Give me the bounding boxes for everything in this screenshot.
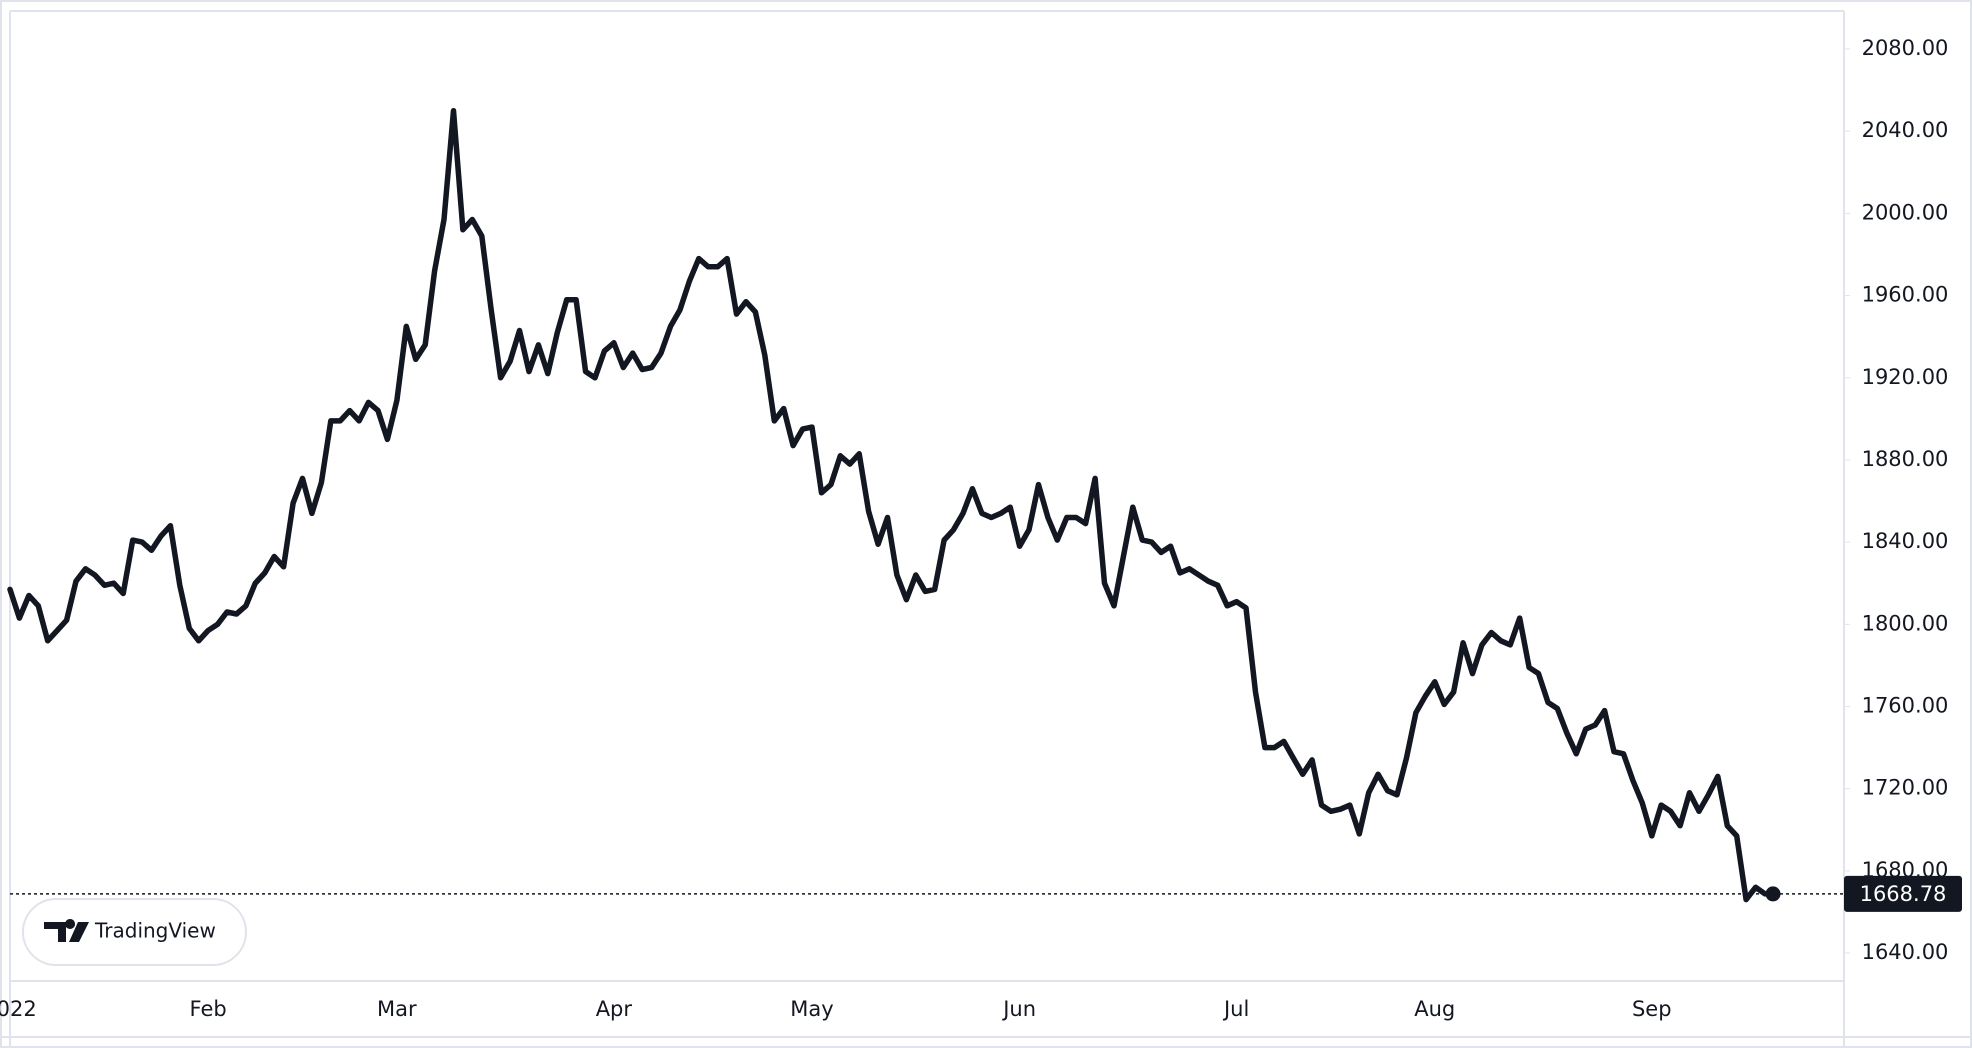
x-tick-label: Apr bbox=[596, 997, 633, 1021]
logo-icon bbox=[44, 919, 89, 942]
watermark-badge: TradingView bbox=[22, 898, 247, 966]
last-price-box bbox=[1844, 875, 1962, 912]
y-tick-label: 2080.00 bbox=[1862, 36, 1949, 60]
x-tick-label: 2022 bbox=[0, 997, 37, 1021]
y-tick-label: 1880.00 bbox=[1862, 447, 1949, 471]
x-tick-label: Feb bbox=[190, 997, 227, 1021]
x-tick-label: Sep bbox=[1632, 997, 1672, 1021]
x-tick-label: Aug bbox=[1414, 997, 1455, 1021]
y-tick-label: 1640.00 bbox=[1862, 940, 1949, 964]
y-tick-label: 2000.00 bbox=[1862, 200, 1949, 224]
y-tick-label: 1920.00 bbox=[1862, 365, 1949, 389]
watermark-text: TradingView bbox=[94, 919, 216, 943]
last-price-dot bbox=[1765, 886, 1781, 902]
badge-pill bbox=[22, 898, 247, 966]
x-tick-label: May bbox=[790, 997, 833, 1021]
y-tick-label: 1840.00 bbox=[1862, 529, 1949, 553]
x-tick-label: Jun bbox=[1001, 997, 1036, 1021]
price-line bbox=[7, 107, 1768, 903]
last-price-label: 1668.78 bbox=[1860, 882, 1947, 906]
y-tick-label: 1960.00 bbox=[1862, 283, 1949, 307]
y-tick-label: 1800.00 bbox=[1862, 611, 1949, 635]
x-tick-label: Jul bbox=[1222, 997, 1249, 1021]
y-tick-label: 1760.00 bbox=[1862, 693, 1949, 717]
y-tick-label: 2040.00 bbox=[1862, 118, 1949, 142]
y-tick-label: 1720.00 bbox=[1862, 776, 1949, 800]
x-tick-label: Mar bbox=[377, 997, 417, 1021]
